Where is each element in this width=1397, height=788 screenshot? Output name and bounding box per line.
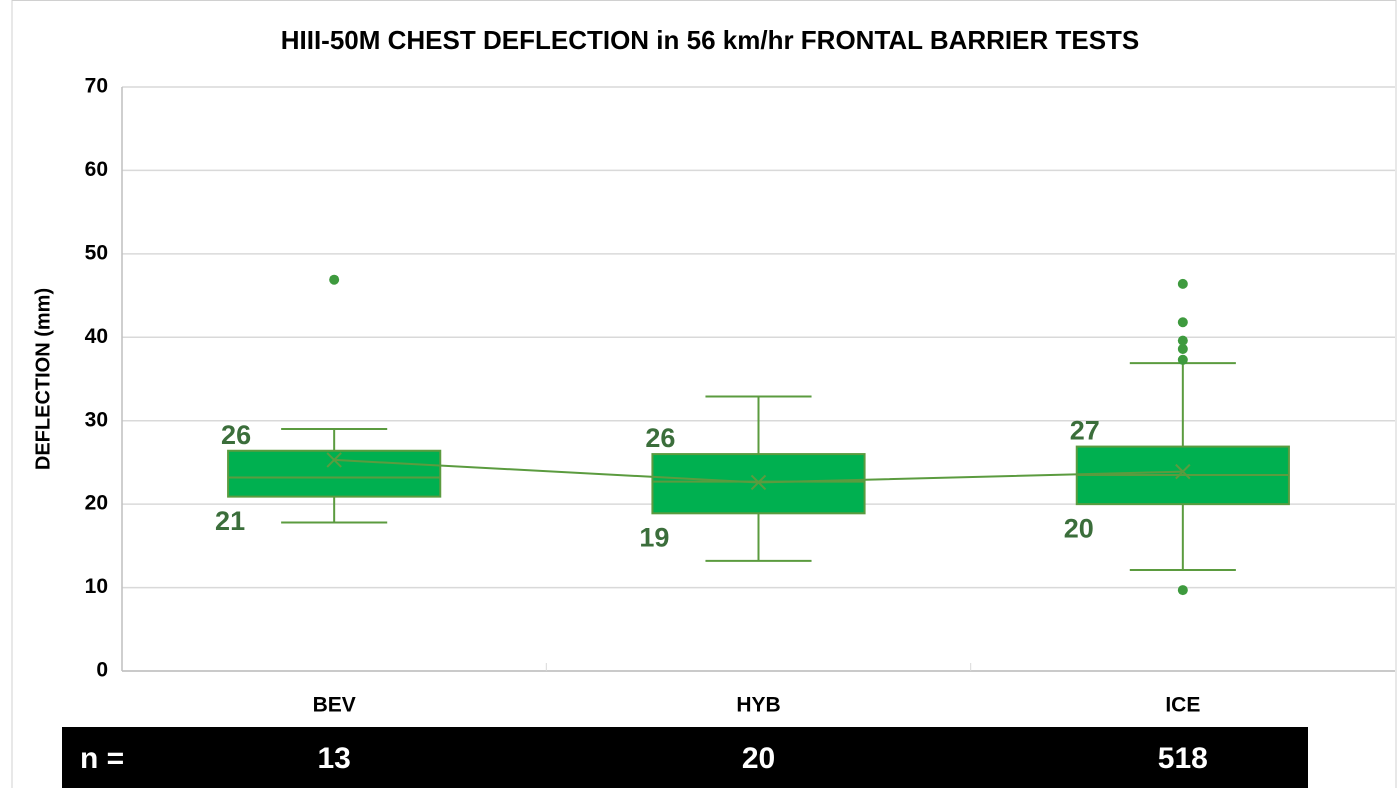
y-tick-label: 0	[96, 659, 108, 682]
mean-marker	[326, 452, 342, 468]
outlier	[1177, 585, 1188, 596]
n-value: 20	[742, 742, 775, 775]
y-tick-label: 60	[85, 158, 108, 181]
q3-label: 26	[221, 420, 251, 450]
chart-frame	[11, 0, 1397, 788]
box	[227, 449, 442, 498]
q1-label: 21	[215, 506, 245, 536]
outlier	[329, 274, 340, 285]
chart-title: HIII-50M CHEST DEFLECTION in 56 km/hr FR…	[281, 25, 1140, 55]
y-tick-label: 10	[85, 575, 108, 598]
outlier	[1177, 354, 1188, 365]
y-axis-label: DEFLECTION (mm)	[32, 288, 54, 470]
box	[651, 453, 866, 515]
outlier	[1177, 317, 1188, 328]
mean-marker	[1175, 463, 1191, 480]
n-bar	[62, 727, 1308, 788]
outlier	[1177, 278, 1188, 289]
y-tick-label: 20	[85, 492, 108, 515]
n-label: n =	[80, 742, 124, 775]
n-value: 13	[317, 742, 350, 775]
x-tick-label: BEV	[313, 694, 356, 717]
outlier	[1177, 343, 1188, 354]
x-tick-label: ICE	[1165, 694, 1200, 717]
outlier	[1177, 335, 1188, 346]
y-tick-label: 40	[85, 325, 108, 348]
y-tick-label: 50	[85, 241, 108, 264]
y-tick-label: 30	[85, 408, 108, 431]
q3-label: 26	[645, 423, 675, 453]
q1-label: 20	[1064, 513, 1094, 543]
mean-marker	[750, 474, 767, 491]
x-tick-label: HYB	[736, 694, 780, 717]
n-value: 518	[1158, 742, 1208, 775]
y-tick-label: 70	[85, 75, 108, 98]
q1-label: 19	[639, 522, 669, 552]
q3-label: 27	[1070, 416, 1100, 446]
